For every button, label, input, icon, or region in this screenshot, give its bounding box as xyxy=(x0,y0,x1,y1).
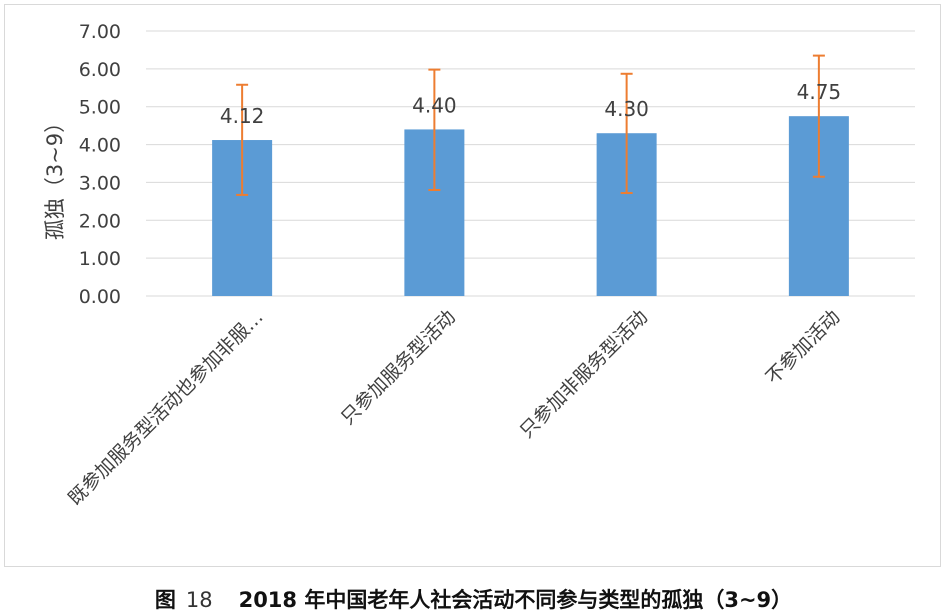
bar-chart: 0.00 1.00 2.00 3.00 4.00 5.00 6.00 7.00 孤独（3~9）… xyxy=(43,21,915,510)
data-label: 4.30 xyxy=(604,97,649,121)
data-labels: 4.12 4.40 4.30 4.75 xyxy=(220,80,841,128)
caption-number: 18 xyxy=(185,588,213,612)
y-tick-label: 2.00 xyxy=(79,210,121,232)
y-axis-label: 孤独（3~9） xyxy=(43,112,67,240)
caption-title: 2018 年中国老年人社会活动不同参与类型的孤独（3~9） xyxy=(238,588,793,612)
y-tick-label: 7.00 xyxy=(79,21,121,43)
figure-caption: 图 18 2018 年中国老年人社会活动不同参与类型的孤独（3~9） xyxy=(0,584,947,614)
y-tick-label: 5.00 xyxy=(79,97,121,119)
gridlines xyxy=(146,30,915,297)
x-tick-label: 既参加服务型活动也参加非服… xyxy=(64,306,268,510)
error-bar xyxy=(812,54,825,178)
x-tick-label: 只参加非服务型活动 xyxy=(516,306,652,442)
y-tick-label: 0.00 xyxy=(79,286,121,308)
bars xyxy=(212,116,849,296)
data-label: 4.40 xyxy=(412,93,457,117)
x-tick-labels: 既参加服务型活动也参加非服… 只参加服务型活动 只参加非服务型活动 不参加活动 xyxy=(64,306,844,510)
y-tick-labels: 0.00 1.00 2.00 3.00 4.00 5.00 6.00 7.00 xyxy=(79,21,121,308)
error-bar xyxy=(428,68,441,191)
data-label: 4.75 xyxy=(797,80,842,104)
error-bars xyxy=(236,54,825,196)
caption-label: 图 xyxy=(154,588,176,612)
chart-frame xyxy=(4,4,941,567)
y-tick-label: 6.00 xyxy=(79,59,121,81)
y-tick-label: 3.00 xyxy=(79,172,121,194)
y-tick-label: 1.00 xyxy=(79,248,121,270)
data-label: 4.12 xyxy=(220,104,265,128)
x-tick-label: 只参加服务型活动 xyxy=(337,306,460,429)
error-bar xyxy=(620,72,633,195)
error-bar xyxy=(236,83,249,196)
x-tick-label: 不参加活动 xyxy=(762,306,845,389)
y-tick-label: 4.00 xyxy=(79,135,121,157)
